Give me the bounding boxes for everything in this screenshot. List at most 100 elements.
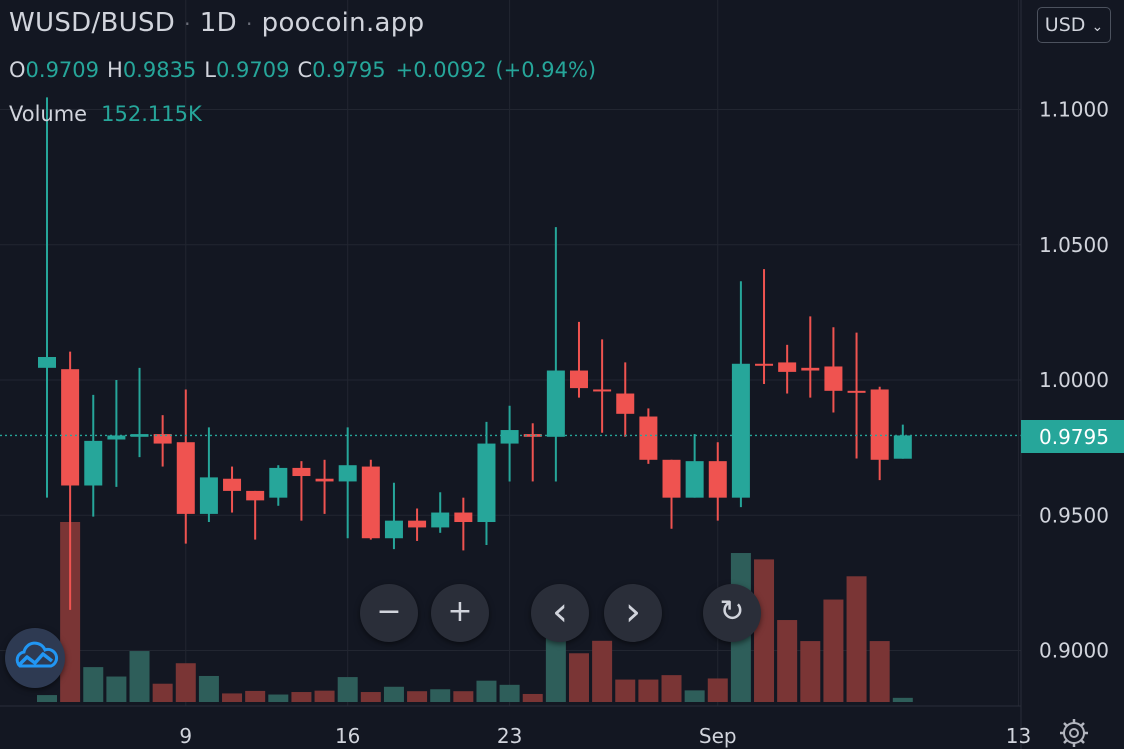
candle	[639, 408, 658, 464]
candle	[847, 332, 866, 459]
candle-body	[84, 440, 103, 486]
candle-body	[870, 389, 889, 460]
candle	[616, 362, 635, 437]
candle	[384, 482, 403, 550]
volume-bar	[360, 692, 381, 702]
time-axis[interactable]: 9 16 23 Sep 13	[179, 724, 1031, 748]
open-value: 0.9709	[25, 58, 100, 82]
candle-body	[662, 459, 681, 498]
candle-body	[315, 478, 334, 482]
scroll-right-button[interactable]: ›	[604, 584, 662, 642]
candle-body	[569, 370, 588, 389]
candle-body	[338, 465, 357, 482]
volume-bar	[152, 683, 173, 702]
candle-body	[801, 367, 820, 371]
candle-body	[454, 512, 473, 523]
candle	[801, 316, 820, 398]
candle	[408, 508, 427, 541]
settings-gear-icon[interactable]	[1060, 719, 1088, 747]
volume-bar	[129, 651, 150, 702]
title-separator: ·	[184, 12, 191, 36]
currency-selector[interactable]: USD ⌄	[1037, 7, 1111, 43]
tradingview-logo-button[interactable]	[5, 628, 65, 688]
candle	[361, 459, 380, 540]
volume-bar	[476, 680, 497, 702]
low-label: L	[204, 58, 216, 82]
volume-bar	[337, 677, 358, 702]
title-separator: ·	[245, 12, 253, 36]
last-price-badge-bg	[1021, 420, 1124, 453]
last-price-badge-text: 0.9795	[1039, 425, 1109, 449]
high-label: H	[107, 58, 123, 82]
candle	[130, 367, 149, 458]
candle	[223, 466, 242, 513]
chevron-down-icon: ⌄	[1091, 19, 1104, 35]
candle	[755, 269, 774, 385]
candle	[107, 380, 126, 487]
candle-body	[292, 467, 311, 477]
candle-body	[107, 435, 126, 440]
volume-bar	[823, 599, 844, 702]
candle-body	[639, 416, 658, 460]
volume-value: 152.115K	[101, 102, 202, 126]
chart-grid	[0, 0, 1021, 706]
candle	[778, 344, 797, 394]
volume-bar	[222, 693, 243, 702]
candle	[569, 321, 588, 398]
candle-body	[176, 442, 195, 514]
candle	[708, 442, 727, 521]
low-value: 0.9709	[216, 58, 290, 82]
candle-body	[38, 357, 56, 368]
volume-bar	[754, 559, 775, 702]
candle	[292, 461, 311, 521]
candle-body	[61, 369, 80, 486]
volume-bar	[175, 663, 196, 702]
volume-bar	[661, 675, 682, 702]
candle	[500, 405, 519, 482]
candle	[870, 386, 889, 481]
volume-bar	[453, 691, 474, 702]
reset-chart-button[interactable]: ↻	[703, 584, 761, 642]
volume-bar	[60, 522, 81, 702]
scroll-left-button[interactable]: ‹	[531, 584, 589, 642]
time-tick-label: 23	[497, 724, 522, 748]
volume-bar	[615, 679, 636, 702]
pair-name: WUSD/BUSD	[9, 8, 176, 38]
volume-bar	[291, 692, 312, 702]
candle-body	[223, 478, 242, 491]
candle-body	[431, 512, 450, 528]
candle-body	[153, 434, 172, 444]
volume-bar	[198, 675, 219, 702]
candle-body	[755, 363, 774, 366]
price-axis[interactable]: 1.1000 1.0500 1.0000 0.9500 0.9000	[1039, 98, 1109, 663]
candle-body	[477, 443, 496, 523]
volume-bar	[846, 576, 867, 702]
volume-bar	[106, 676, 127, 702]
cloud-outline	[15, 641, 59, 668]
candle-body	[361, 466, 380, 539]
volume-bar	[268, 694, 289, 702]
candle	[593, 339, 612, 433]
zoom-out-button[interactable]: −	[360, 584, 418, 642]
reset-icon: ↻	[719, 594, 745, 629]
volume-bar	[407, 691, 428, 702]
candle-body	[824, 366, 843, 391]
price-tick-label: 0.9500	[1039, 503, 1109, 527]
candle	[431, 492, 450, 533]
candle-body	[408, 520, 427, 528]
volume-bar	[777, 620, 798, 702]
candle-body	[500, 430, 519, 444]
candle	[153, 415, 172, 467]
candle-body	[523, 434, 542, 437]
price-tick-label: 1.1000	[1039, 98, 1109, 122]
change-percent: (+0.94%)	[495, 58, 597, 82]
candle-body	[546, 370, 565, 437]
candle-body	[593, 389, 612, 392]
volume-bar	[245, 690, 266, 702]
volume-bar	[684, 690, 705, 702]
zoom-in-button[interactable]: +	[431, 584, 489, 642]
time-tick-label: Sep	[699, 724, 737, 748]
candle	[893, 424, 912, 459]
plus-icon: +	[447, 594, 473, 629]
